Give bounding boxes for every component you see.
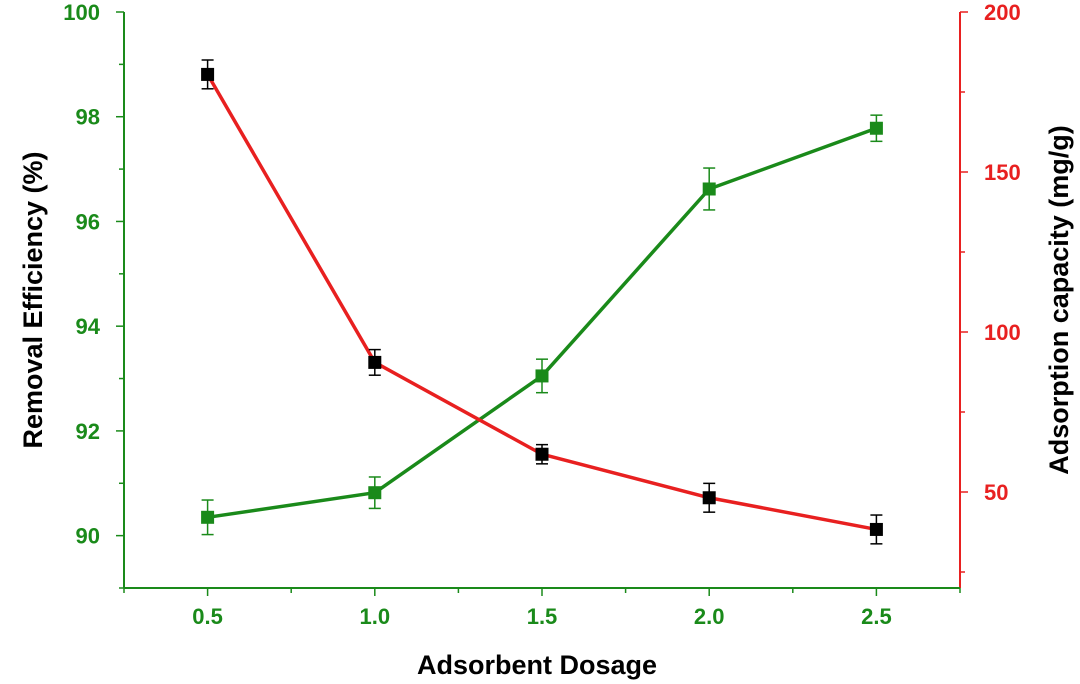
data-point-marker	[201, 67, 215, 81]
left-tick-label: 96	[76, 209, 100, 234]
left-tick-label: 92	[76, 419, 100, 444]
x-axis-ticks: 0.5 1.0 1.5 2.0 2.5	[123, 588, 961, 629]
data-point-marker	[702, 182, 716, 196]
axes	[123, 12, 961, 589]
left-tick-label: 100	[63, 0, 100, 25]
right-axis-ticks: 50 100 150 200	[960, 0, 1021, 573]
left-tick-label: 98	[76, 105, 100, 130]
data-point-marker	[535, 369, 549, 383]
data-point-marker	[201, 510, 215, 524]
left-axis-ticks: 90 92 94 96 98 100	[63, 0, 124, 589]
x-tick-label: 0.5	[192, 604, 223, 629]
x-axis-title: Adsorbent Dosage	[417, 650, 657, 680]
data-point-marker	[368, 486, 382, 500]
right-tick-label: 50	[984, 480, 1008, 505]
data-point-marker	[869, 522, 883, 536]
right-tick-label: 150	[984, 160, 1021, 185]
x-tick-label: 2.0	[694, 604, 725, 629]
left-tick-label: 90	[76, 524, 100, 549]
data-point-marker	[368, 355, 382, 369]
data-point-marker	[869, 121, 883, 135]
right-tick-label: 100	[984, 320, 1021, 345]
right-tick-label: 200	[984, 0, 1021, 25]
left-axis-title: Removal Efficiency (%)	[18, 151, 48, 448]
left-tick-label: 94	[76, 314, 101, 339]
series-layer	[201, 59, 883, 545]
x-tick-label: 2.5	[861, 604, 892, 629]
x-tick-label: 1.0	[360, 604, 391, 629]
data-point-marker	[702, 491, 716, 505]
right-axis-title: Adsorption capacity (mg/g)	[1044, 125, 1074, 475]
x-tick-label: 1.5	[527, 604, 558, 629]
data-point-marker	[535, 447, 549, 461]
